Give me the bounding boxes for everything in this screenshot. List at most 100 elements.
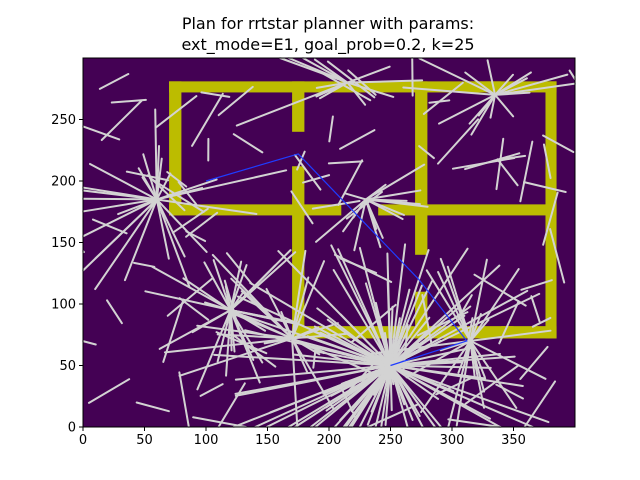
tree-edge (132, 261, 156, 268)
tree-edge (542, 134, 575, 154)
tree-edge (346, 79, 424, 84)
tree-edge (100, 99, 143, 142)
tree-edge (178, 371, 190, 428)
chart-title-line-1: Plan for rrtstar planner with params: (182, 14, 474, 33)
tree-edge (345, 190, 383, 220)
tree-edge (290, 190, 314, 225)
tree-edge (291, 337, 309, 374)
tree-edge (428, 99, 451, 104)
tree-edge (455, 339, 472, 427)
tree-edge (464, 71, 497, 96)
tree-edge (469, 339, 486, 379)
planned-path (205, 153, 468, 367)
tree-edge (229, 309, 299, 325)
tree-edge (337, 159, 364, 206)
plot-area (82, 57, 576, 428)
tree-edge (89, 162, 158, 201)
x-tick-label: 200 (317, 433, 342, 448)
tree-edge (348, 357, 380, 391)
tree-edge (519, 140, 534, 203)
tree-edge (315, 198, 367, 243)
tree-edge (389, 364, 414, 421)
tree-edge (328, 115, 334, 143)
tree-edge (489, 93, 497, 119)
tree-edge (389, 280, 433, 367)
tree-edge (494, 91, 531, 96)
tree-edge (301, 57, 349, 84)
tree-edge (166, 277, 213, 317)
tree-edge (215, 331, 268, 355)
tree-edge (389, 364, 416, 370)
tree-edge (494, 73, 569, 96)
tree-edge (389, 316, 431, 367)
y-tick-label: 0 (68, 421, 76, 436)
y-tick-label: 50 (59, 359, 76, 374)
x-tick-label: 100 (194, 433, 219, 448)
tree-edge (339, 364, 392, 422)
tree-edge (326, 60, 376, 99)
tree-edge (337, 248, 392, 367)
tree-edge (82, 197, 158, 201)
tree-edge (421, 293, 433, 345)
tree-edge (469, 258, 488, 342)
y-axis: 0 50 100 150 200 250 (51, 113, 83, 436)
tree-edge (155, 198, 258, 215)
tree-edge (177, 180, 198, 206)
tree-edge (389, 249, 430, 367)
tree-edge (402, 86, 497, 96)
tree-edge (94, 198, 158, 260)
tree-edge (568, 69, 576, 81)
tree-edge (225, 252, 253, 285)
tree-edge (296, 150, 306, 171)
tree-edge (291, 322, 339, 340)
tree-edge (123, 198, 158, 282)
tree-edge (469, 268, 520, 342)
tree-edge (227, 309, 232, 338)
tree-edge (231, 333, 277, 368)
tree-edge (171, 207, 209, 234)
tree-edge (353, 198, 367, 252)
tree-edge (389, 364, 440, 400)
tree-edge (416, 311, 469, 337)
tree-edge (229, 309, 267, 332)
tree-edge (464, 364, 519, 405)
tree-edge (520, 279, 553, 291)
tree-edge (346, 65, 391, 84)
tree-edge (106, 299, 123, 325)
tree-edge (389, 361, 464, 367)
tree-edge (229, 309, 325, 355)
tree-edge (185, 211, 219, 238)
tree-edge (495, 383, 524, 400)
tree-edge (82, 198, 158, 238)
tree-edge (494, 73, 514, 96)
tree-edge (217, 85, 254, 117)
tree-edge (333, 253, 393, 283)
tree-edge (347, 69, 377, 96)
y-tick-label: 250 (51, 113, 76, 128)
tree-edge (420, 339, 472, 414)
tree-edge (291, 276, 310, 340)
tree-edge (469, 339, 476, 377)
tree-edge (293, 154, 322, 191)
tree-edge (135, 401, 170, 413)
tree-edge (229, 309, 261, 384)
tree-edge (144, 290, 232, 312)
tree-edge (469, 339, 518, 409)
tree-edge (389, 364, 395, 386)
tree-edge (166, 171, 188, 188)
tree-edge (332, 269, 392, 367)
tree-edge (542, 143, 552, 180)
tree-edge (457, 294, 473, 319)
tree-edge (350, 364, 392, 428)
tree-edge (277, 250, 392, 367)
tree-edge (389, 243, 407, 367)
tree-edge (464, 317, 474, 356)
rrt-tree (82, 57, 576, 428)
tree-edge (389, 284, 423, 367)
path-line (205, 153, 468, 367)
tree-edge (531, 316, 552, 328)
tree-edge (311, 199, 361, 210)
tree-edge (182, 277, 232, 312)
tree-edge (319, 331, 392, 367)
